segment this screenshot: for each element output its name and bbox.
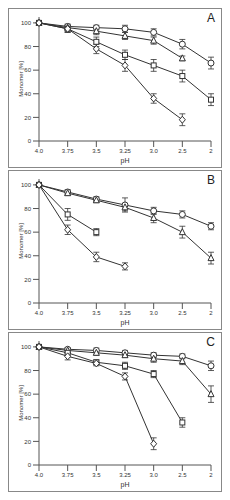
svg-text:60: 60: [24, 67, 31, 73]
svg-text:100: 100: [21, 344, 32, 350]
svg-text:3.75: 3.75: [62, 310, 74, 316]
svg-text:2: 2: [209, 472, 213, 478]
svg-text:40: 40: [24, 415, 31, 421]
svg-text:2: 2: [209, 148, 213, 154]
svg-text:60: 60: [24, 229, 31, 235]
svg-text:0: 0: [28, 138, 32, 144]
svg-text:3.5: 3.5: [92, 310, 101, 316]
svg-text:80: 80: [24, 206, 31, 212]
svg-text:4.0: 4.0: [35, 310, 44, 316]
svg-text:3.25: 3.25: [119, 148, 131, 154]
svg-text:20: 20: [24, 439, 31, 445]
svg-text:4.0: 4.0: [35, 148, 44, 154]
svg-text:3.25: 3.25: [119, 310, 131, 316]
svg-text:2.5: 2.5: [178, 310, 187, 316]
svg-text:100: 100: [21, 20, 32, 26]
svg-text:3.0: 3.0: [149, 472, 158, 478]
svg-text:Monomer [%]: Monomer [%]: [18, 223, 24, 259]
svg-text:Monomer [%]: Monomer [%]: [18, 385, 24, 421]
svg-text:3.25: 3.25: [119, 472, 131, 478]
svg-text:2.5: 2.5: [178, 472, 187, 478]
svg-text:100: 100: [21, 182, 32, 188]
svg-text:2: 2: [209, 310, 213, 316]
svg-text:3.5: 3.5: [92, 148, 101, 154]
svg-text:Monomer [%]: Monomer [%]: [18, 61, 24, 97]
html-text:A: A: [207, 11, 215, 25]
svg-text:pH: pH: [121, 319, 130, 327]
svg-text:3.0: 3.0: [149, 148, 158, 154]
svg-text:40: 40: [24, 253, 31, 259]
svg-text:pH: pH: [121, 481, 130, 489]
svg-text:3.75: 3.75: [62, 148, 74, 154]
svg-text:0: 0: [28, 462, 32, 468]
svg-text:2.5: 2.5: [178, 148, 187, 154]
html-text:B: B: [207, 173, 215, 187]
svg-text:4.0: 4.0: [35, 472, 44, 478]
svg-text:0: 0: [28, 300, 32, 306]
svg-text:3.5: 3.5: [92, 472, 101, 478]
svg-text:80: 80: [24, 44, 31, 50]
svg-text:pH: pH: [121, 157, 130, 165]
svg-text:20: 20: [24, 115, 31, 121]
svg-text:40: 40: [24, 91, 31, 97]
svg-text:80: 80: [24, 368, 31, 374]
svg-text:60: 60: [24, 391, 31, 397]
svg-text:3.75: 3.75: [62, 472, 74, 478]
html-text:C: C: [206, 335, 215, 349]
svg-text:20: 20: [24, 277, 31, 283]
svg-text:3.0: 3.0: [149, 310, 158, 316]
